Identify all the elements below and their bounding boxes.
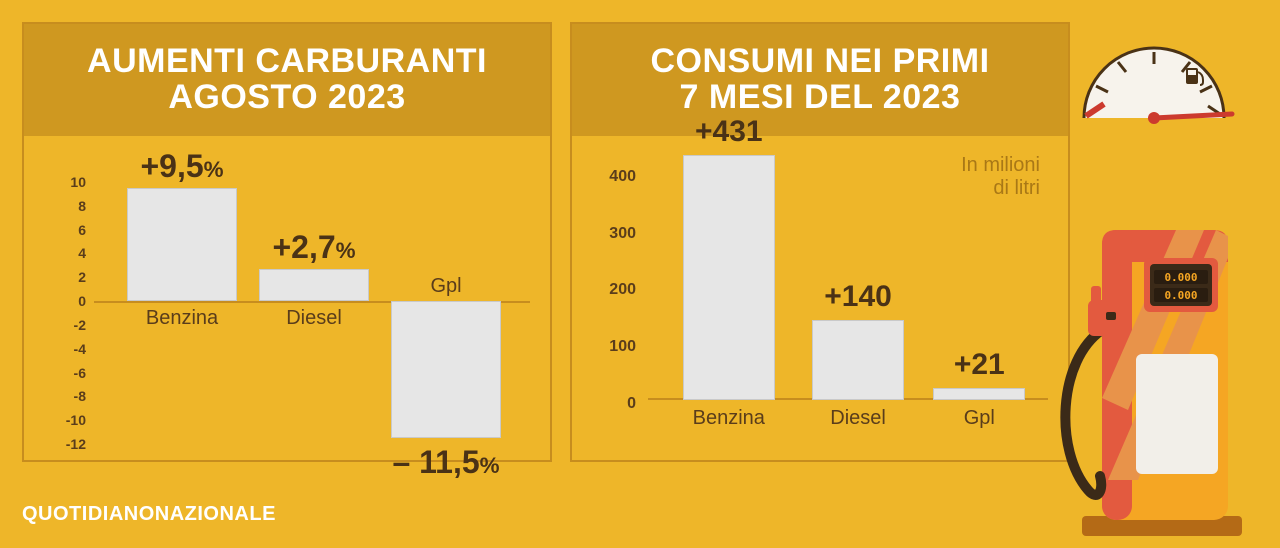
bar-value-label: +140 xyxy=(824,280,892,314)
bar-category-label: Diesel xyxy=(830,407,886,430)
bar-value-label: +2,7% xyxy=(272,229,355,266)
y-tick: 6 xyxy=(78,222,86,238)
bar-category-label: Benzina xyxy=(146,307,218,330)
bar-category-label: Diesel xyxy=(286,307,342,330)
bar-rect xyxy=(391,301,501,438)
bar-column: – 11,5%Gpl xyxy=(391,182,501,440)
y-tick: 10 xyxy=(70,174,86,190)
panel-fuel-increase: AUMENTI CARBURANTI AGOSTO 2023 10 8 6 4 2 0 -2… xyxy=(22,22,552,462)
y-tick: 2 xyxy=(78,269,86,285)
right-chart-plot: In milioni di litri 4003002001000 +431Be… xyxy=(592,154,1048,440)
bar-rect xyxy=(259,269,369,301)
bar-value-label: +9,5% xyxy=(140,148,223,185)
y-tick: 400 xyxy=(609,168,636,186)
y-tick: -2 xyxy=(74,317,86,333)
fuel-pump-icon: 0.000 0.000 xyxy=(1058,190,1248,540)
bar-column: +2,7% Diesel xyxy=(259,182,369,440)
y-tick: 100 xyxy=(609,338,636,356)
bar-rect xyxy=(683,155,775,400)
bar-rect xyxy=(127,188,237,301)
svg-text:0.000: 0.000 xyxy=(1164,289,1197,302)
right-y-axis: 4003002001000 xyxy=(592,154,642,400)
bar-category-label: Gpl xyxy=(964,407,995,430)
fuel-gauge-icon xyxy=(1064,28,1244,128)
panel-title-left: AUMENTI CARBURANTI AGOSTO 2023 xyxy=(24,24,550,136)
bar-category-label: Benzina xyxy=(693,407,765,430)
source-credit: QUOTIDIANONAZIONALE xyxy=(22,503,276,526)
y-tick: 4 xyxy=(78,245,86,261)
y-tick: 0 xyxy=(78,293,86,309)
y-tick: -8 xyxy=(74,388,86,404)
y-tick: -12 xyxy=(66,436,86,452)
svg-text:0.000: 0.000 xyxy=(1164,271,1197,284)
left-chart-plot: 1086420-2-4-6-8-10-12 +9,5%Benzina+2,7%D… xyxy=(44,152,530,440)
y-tick: -4 xyxy=(74,341,86,357)
title-line: CONSUMI NEI PRIMI xyxy=(650,44,989,80)
y-tick: 8 xyxy=(78,198,86,214)
panel-consumption: CONSUMI NEI PRIMI 7 MESI DEL 2023 In mil… xyxy=(570,22,1070,462)
left-y-axis: 1086420-2-4-6-8-10-12 xyxy=(44,182,90,440)
bar-column: +9,5%Benzina xyxy=(127,182,237,440)
y-tick: 200 xyxy=(609,281,636,299)
y-tick: -6 xyxy=(74,365,86,381)
bar-rect xyxy=(812,320,904,400)
y-tick: 0 xyxy=(627,395,636,413)
title-line: AUMENTI CARBURANTI xyxy=(87,44,487,80)
bar-value-label: – 11,5% xyxy=(392,444,499,481)
y-tick: -10 xyxy=(66,412,86,428)
bar-value-label: +431 xyxy=(695,115,763,149)
title-line: AGOSTO 2023 xyxy=(168,80,405,116)
y-tick: 300 xyxy=(609,225,636,243)
bar-rect xyxy=(933,388,1025,400)
bar-category-label: Gpl xyxy=(430,275,461,298)
left-bars-area: +9,5%Benzina +2,7% Diesel – 11,5%Gpl xyxy=(94,182,530,440)
panel-title-right: CONSUMI NEI PRIMI 7 MESI DEL 2023 xyxy=(572,24,1068,136)
right-bars-area: +431Benzina+140Diesel+21Gpl xyxy=(648,154,1048,400)
bar-value-label: +21 xyxy=(954,348,1005,382)
title-line: 7 MESI DEL 2023 xyxy=(680,80,961,116)
